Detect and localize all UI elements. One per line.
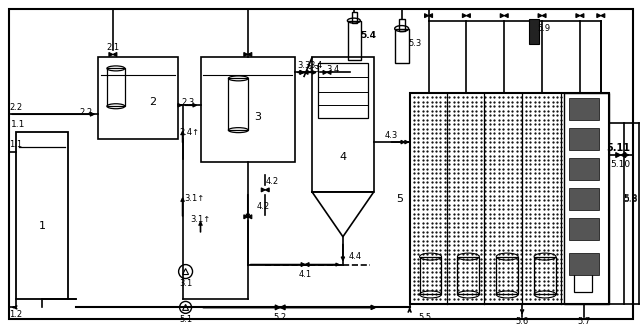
- Text: 5: 5: [396, 194, 403, 204]
- Text: 5.5: 5.5: [418, 313, 431, 322]
- Polygon shape: [265, 188, 269, 192]
- Polygon shape: [323, 71, 327, 74]
- Text: 1: 1: [39, 221, 46, 231]
- Text: 4.2: 4.2: [256, 202, 269, 211]
- Text: 1.1: 1.1: [12, 120, 26, 129]
- Text: 4.3: 4.3: [385, 131, 398, 140]
- Polygon shape: [248, 52, 252, 56]
- Polygon shape: [597, 14, 601, 18]
- Bar: [16, 132, 68, 299]
- Polygon shape: [466, 14, 471, 18]
- Text: 4: 4: [340, 152, 347, 162]
- Bar: [348, 21, 361, 60]
- Text: 2.3: 2.3: [181, 98, 194, 107]
- Bar: [569, 188, 599, 210]
- Text: 5.9: 5.9: [537, 24, 551, 33]
- Text: 3.1: 3.1: [179, 279, 192, 288]
- Text: 2.2: 2.2: [80, 108, 92, 117]
- Text: 5.10: 5.10: [611, 160, 631, 170]
- Text: 2.1: 2.1: [107, 43, 119, 52]
- Polygon shape: [261, 188, 265, 192]
- Bar: [457, 256, 480, 295]
- Text: 5.8: 5.8: [623, 195, 638, 204]
- Polygon shape: [275, 305, 280, 310]
- Text: 3.4: 3.4: [309, 61, 323, 70]
- Bar: [496, 256, 518, 295]
- Polygon shape: [327, 71, 331, 74]
- Text: 5.2: 5.2: [273, 313, 287, 322]
- Bar: [200, 57, 295, 162]
- Polygon shape: [305, 263, 309, 267]
- Polygon shape: [504, 14, 508, 18]
- Polygon shape: [542, 14, 546, 18]
- Text: 2: 2: [149, 97, 156, 107]
- Bar: [420, 256, 442, 295]
- Bar: [529, 19, 539, 44]
- Text: 2.4↑: 2.4↑: [180, 128, 200, 137]
- Polygon shape: [500, 14, 504, 18]
- Text: 2.2: 2.2: [10, 103, 22, 112]
- Text: 5.6: 5.6: [516, 317, 529, 326]
- Polygon shape: [304, 71, 308, 74]
- Bar: [318, 63, 368, 118]
- Text: 4.4: 4.4: [349, 252, 361, 261]
- Text: 5.1: 5.1: [179, 315, 192, 324]
- Bar: [312, 57, 374, 192]
- Polygon shape: [244, 215, 248, 219]
- Polygon shape: [462, 14, 466, 18]
- Bar: [229, 78, 248, 130]
- Bar: [569, 128, 599, 150]
- Polygon shape: [580, 14, 584, 18]
- Bar: [574, 255, 592, 293]
- Text: 4.2: 4.2: [266, 177, 279, 186]
- Text: 5.7: 5.7: [577, 317, 591, 326]
- Text: 3.4: 3.4: [326, 65, 340, 74]
- Polygon shape: [576, 14, 580, 18]
- Bar: [352, 12, 357, 23]
- Text: 5.8: 5.8: [623, 195, 638, 203]
- Text: 4.1: 4.1: [299, 270, 311, 279]
- Text: 3.1↑: 3.1↑: [191, 215, 211, 224]
- Polygon shape: [248, 215, 252, 219]
- Text: 1.1: 1.1: [10, 140, 22, 149]
- Polygon shape: [601, 14, 605, 18]
- Polygon shape: [300, 71, 304, 74]
- Bar: [107, 69, 125, 106]
- Polygon shape: [621, 153, 626, 157]
- Polygon shape: [280, 305, 285, 310]
- Text: 3.3: 3.3: [306, 65, 320, 74]
- Polygon shape: [538, 14, 542, 18]
- Polygon shape: [429, 14, 433, 18]
- Bar: [569, 98, 599, 120]
- Bar: [410, 93, 609, 304]
- Text: 3: 3: [254, 112, 261, 122]
- Bar: [569, 253, 599, 275]
- Bar: [569, 218, 599, 240]
- Text: 1.2: 1.2: [10, 310, 22, 319]
- Polygon shape: [301, 263, 305, 267]
- Polygon shape: [244, 52, 248, 56]
- Text: 5.3: 5.3: [408, 39, 421, 48]
- Bar: [564, 93, 609, 304]
- Bar: [534, 256, 556, 295]
- Polygon shape: [113, 52, 117, 56]
- Text: 3.1↑: 3.1↑: [184, 195, 205, 203]
- Text: 3.3: 3.3: [297, 61, 310, 70]
- Text: 5.4: 5.4: [360, 31, 376, 40]
- Polygon shape: [424, 14, 429, 18]
- Bar: [98, 57, 178, 139]
- Polygon shape: [109, 52, 113, 56]
- Bar: [395, 29, 408, 63]
- Polygon shape: [616, 153, 621, 157]
- Bar: [399, 19, 404, 31]
- Bar: [569, 158, 599, 180]
- Text: 5.11: 5.11: [607, 143, 630, 153]
